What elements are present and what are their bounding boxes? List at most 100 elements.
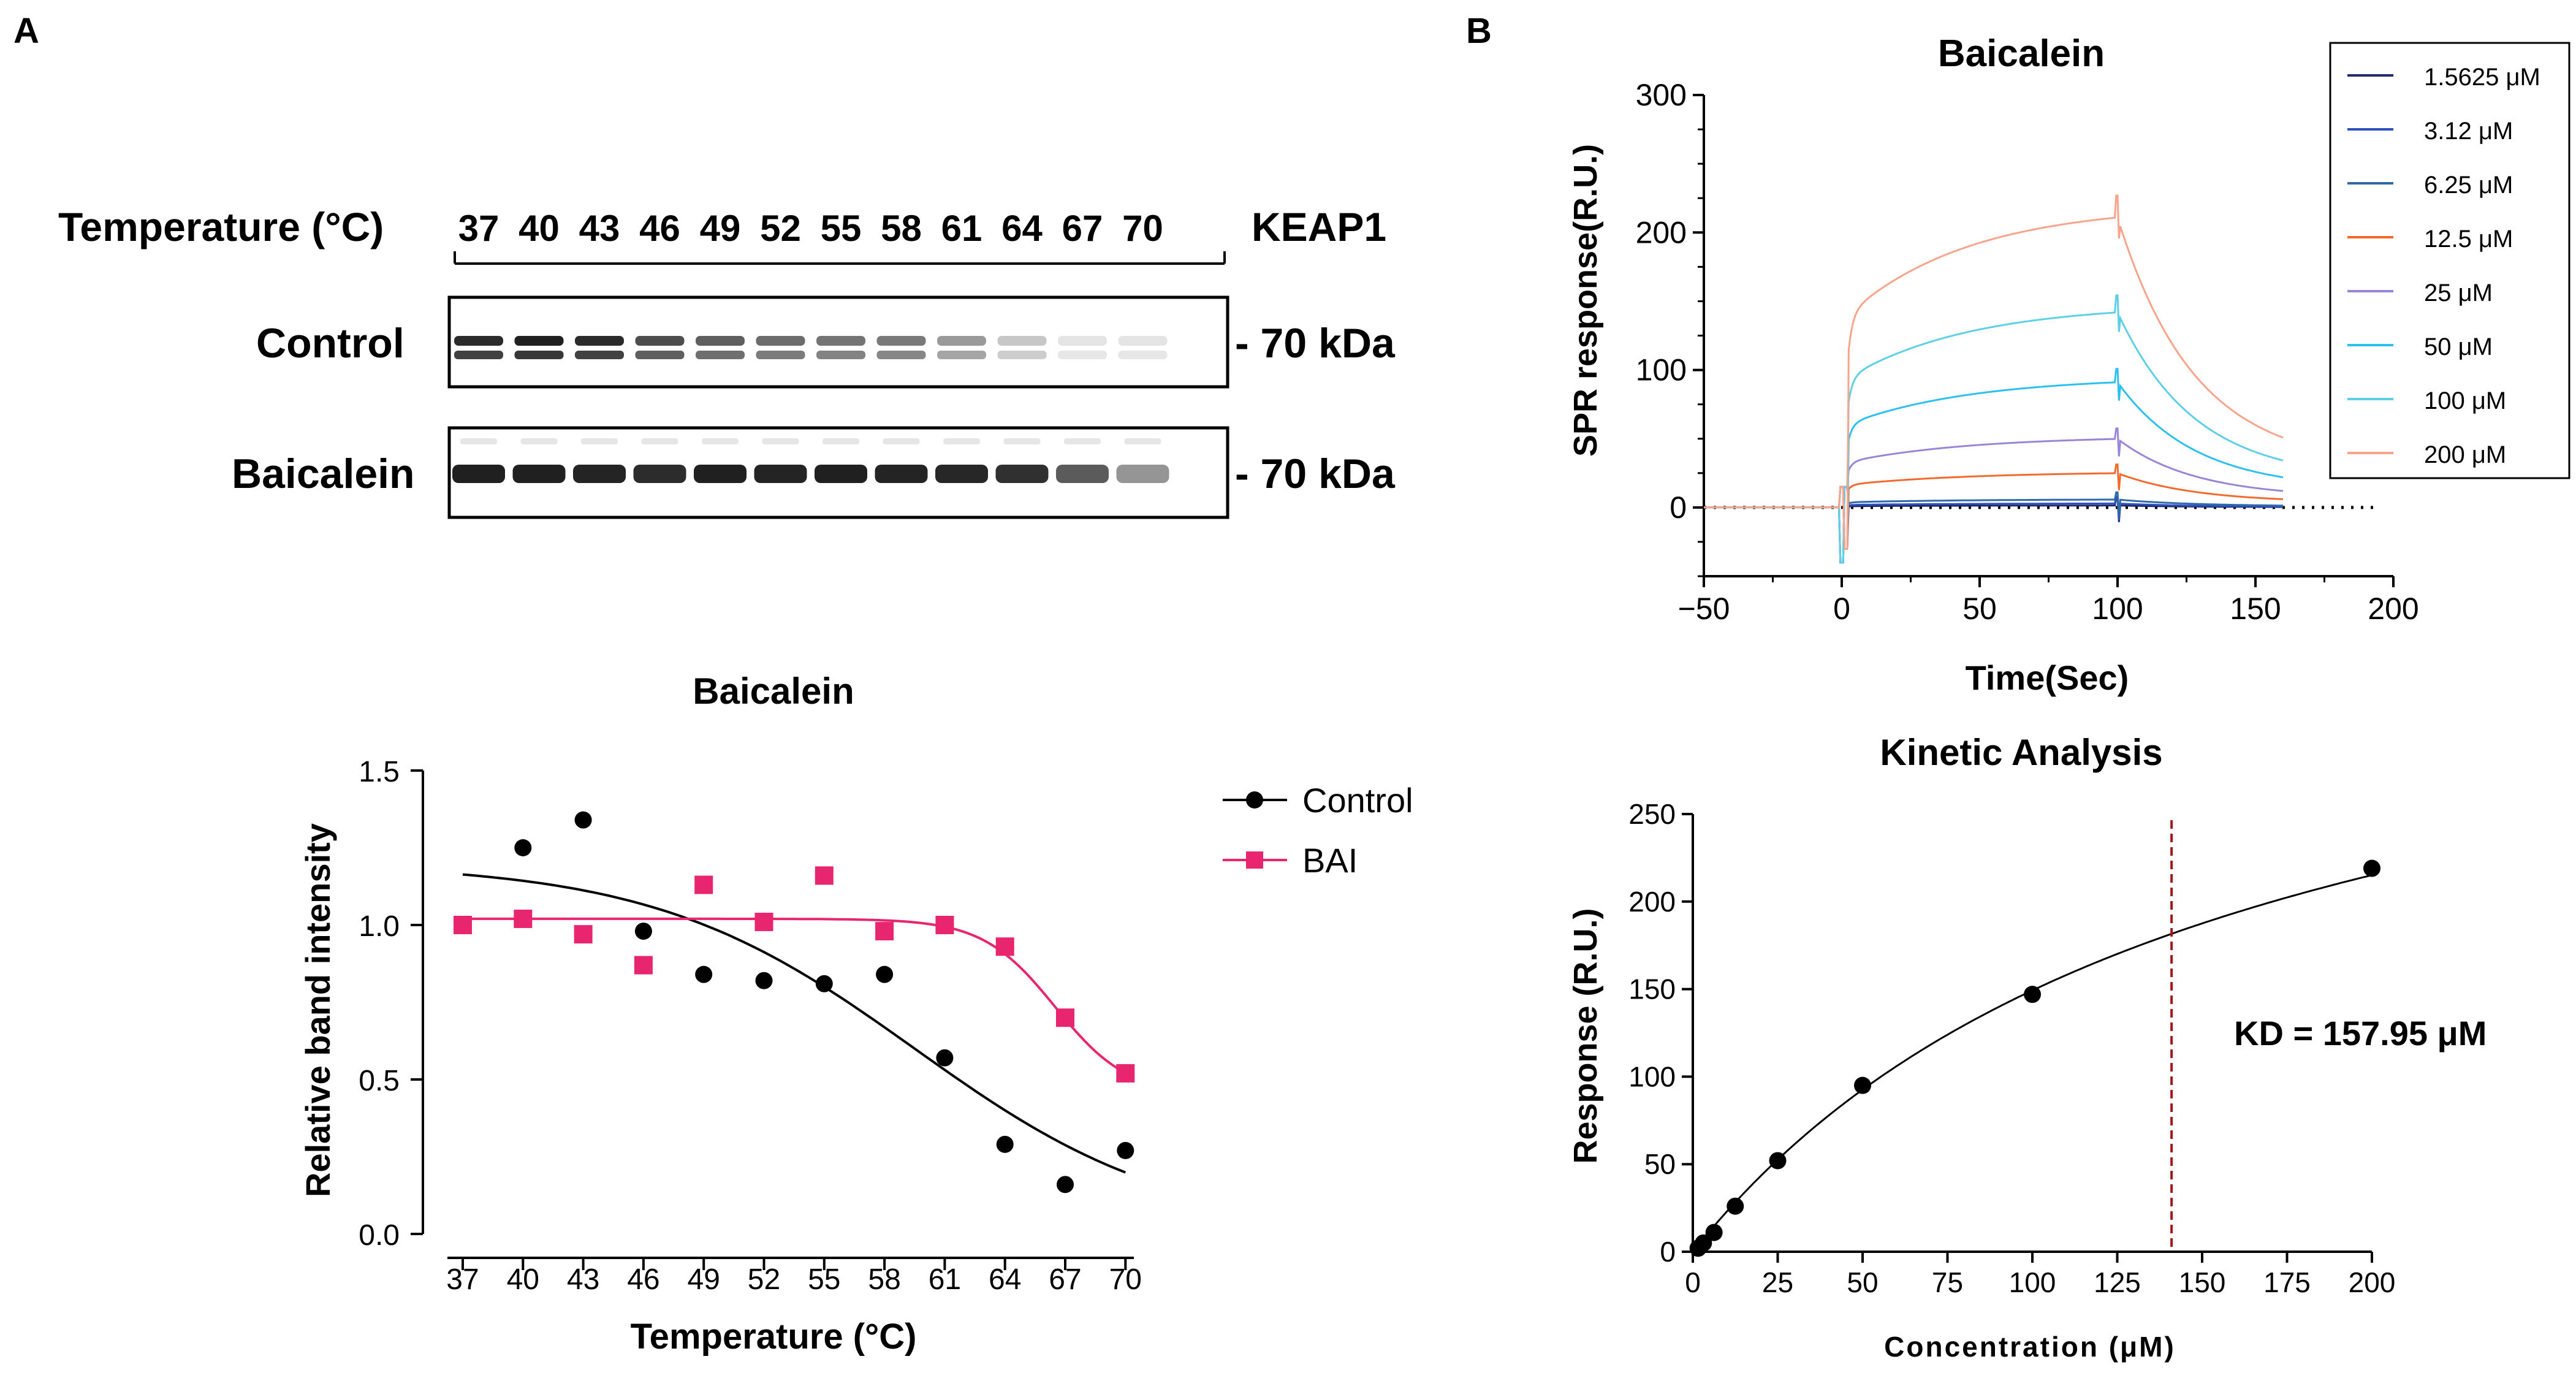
wb-band-baicalein	[935, 465, 988, 483]
kinetic-point	[1769, 1152, 1787, 1170]
cetsa-points	[454, 811, 1135, 1193]
spr-y-tick-label: 100	[1636, 353, 1687, 387]
spr-curve	[1704, 485, 2283, 564]
kinetic-annotation: KD = 157.95 μM	[2234, 1014, 2487, 1053]
wb-band-control-lower	[696, 351, 745, 359]
spr-legend-label: 25 μM	[2424, 280, 2493, 306]
cetsa-legend: Control BAI	[1223, 781, 1413, 880]
wb-faint-band-baicalein	[943, 438, 980, 444]
kinetic-y-tick-label: 150	[1628, 973, 1676, 1005]
cetsa-point-bai	[634, 956, 653, 975]
wb-band-control-upper	[1118, 336, 1168, 346]
spr-legend-box	[2329, 42, 2570, 479]
cetsa-point-bai	[574, 925, 593, 944]
spr-axes: 0 100 200 300 −50 0 50 100 150 200	[1636, 78, 2419, 626]
wb-band-baicalein	[694, 465, 747, 483]
wb-temperature-40: 40	[519, 208, 560, 249]
kinetic-x-tick-label: 100	[2009, 1266, 2056, 1298]
spr-curve	[1704, 485, 2283, 550]
cetsa-point-bai	[875, 922, 894, 941]
wb-band-control-upper	[997, 336, 1047, 346]
cetsa-point-bai	[995, 937, 1014, 956]
cetsa-x-tick-label: 49	[688, 1263, 720, 1296]
spr-y-tick-label: 0	[1670, 490, 1687, 525]
kinetic-point	[2363, 859, 2380, 877]
wb-temperature-61: 61	[941, 208, 982, 249]
cetsa-x-tick-label: 70	[1109, 1263, 1142, 1296]
wb-faint-band-baicalein	[823, 438, 859, 444]
wb-band-control-lower	[454, 351, 503, 359]
kinetic-axes: 0 50 100 150 200 250 0 25 50 75 100 125 150 175 200	[1628, 798, 2395, 1298]
cetsa-point-control	[996, 1135, 1014, 1153]
wb-bracket	[454, 251, 1226, 265]
kinetic-x-tick-label: 175	[2263, 1266, 2311, 1298]
wb-temperature-58: 58	[881, 208, 922, 249]
cetsa-point-bai	[1116, 1064, 1135, 1083]
cetsa-point-bai	[815, 866, 834, 885]
panel-label-a: A	[13, 11, 39, 51]
spr-legend-label: 3.12 μM	[2424, 118, 2513, 145]
cetsa-point-bai	[454, 916, 472, 934]
kinetic-point	[2024, 986, 2041, 1003]
cetsa-legend-bai-label: BAI	[1302, 841, 1358, 880]
wb-band-control-upper	[876, 336, 926, 346]
wb-faint-band-baicalein	[1064, 438, 1101, 444]
cetsa-x-tick-label: 64	[989, 1263, 1021, 1296]
spr-legend: 1.5625 μM 3.12 μM 6.25 μM 12.5 μM 25 μM 50 μM…	[2329, 42, 2570, 479]
spr-title: Baicalein	[1938, 32, 2105, 75]
cetsa-x-tick-label: 43	[567, 1263, 599, 1296]
wb-faint-band-baicalein	[641, 438, 678, 444]
cetsa-x-label: Temperature (°C)	[631, 1317, 917, 1357]
cetsa-y-label: Relative band intensity	[298, 823, 337, 1197]
spr-y-tick-label: 200	[1636, 215, 1687, 249]
spr-x-tick-label: −50	[1678, 592, 1730, 626]
cetsa-x-tick-label: 58	[868, 1263, 900, 1296]
kinetic-x-tick-label: 125	[2094, 1266, 2141, 1298]
spr-curve	[1704, 368, 2284, 550]
cetsa-y-tick-label: 1.0	[359, 910, 400, 943]
kinetic-x-tick-label: 150	[2179, 1266, 2226, 1298]
cetsa-point-control	[876, 965, 894, 983]
cetsa-y-tick-label: 0.5	[359, 1065, 400, 1097]
cetsa-axes: 0.0 0.5 1.0 1.5 37 40 43 46 49 52 55 58 61 64 67 70	[359, 756, 1142, 1296]
cetsa-point-control	[1117, 1141, 1134, 1159]
wb-temperature-46: 46	[639, 208, 680, 249]
spr-legend-label: 12.5 μM	[2424, 226, 2513, 253]
wb-band-baicalein	[815, 465, 867, 483]
spr-legend-label: 200 μM	[2424, 441, 2506, 468]
cetsa-point-control	[815, 975, 833, 992]
wb-band-control-upper	[1058, 336, 1107, 346]
cetsa-title: Baicalein	[693, 671, 854, 712]
kinetic-point	[1727, 1197, 1744, 1215]
wb-faint-band-baicalein	[883, 438, 920, 444]
wb-marker-control: - 70 kDa	[1235, 320, 1396, 367]
cetsa-x-tick-label: 52	[748, 1263, 780, 1296]
wb-band-baicalein	[754, 465, 807, 483]
kinetic-point	[1695, 1234, 1712, 1252]
wb-bands	[452, 336, 1169, 483]
wb-marker-baicalein: - 70 kDa	[1235, 451, 1396, 497]
wb-temperature-37: 37	[458, 208, 500, 249]
wb-band-baicalein	[512, 465, 566, 483]
wb-band-control-lower	[635, 351, 685, 359]
wb-band-control-lower	[937, 351, 986, 359]
wb-faint-band-baicalein	[1124, 438, 1161, 444]
cetsa-chart: Baicalein 0.0 0.5 1.0 1.5 37 40 43 46 49 52 55 58 61…	[298, 671, 1413, 1357]
spr-curve	[1704, 194, 2284, 550]
cetsa-fit-curves	[462, 873, 1127, 1174]
cetsa-x-tick-label: 37	[446, 1263, 479, 1296]
cetsa-point-bai	[935, 916, 954, 934]
spr-x-tick-label: 0	[1833, 592, 1850, 626]
wb-temperature-row: 37 40 43 46 49 52 55 58 61 64 67 70	[458, 208, 1163, 249]
cetsa-point-control	[695, 965, 713, 983]
wb-faint-band-baicalein	[702, 438, 739, 444]
wb-band-baicalein	[1056, 465, 1109, 483]
kinetic-x-label: Concentration (μM)	[1884, 1331, 2176, 1363]
wb-band-control-lower	[514, 351, 564, 359]
wb-band-control-lower	[756, 351, 805, 359]
wb-band-control-lower	[997, 351, 1047, 359]
wb-temperature-55: 55	[821, 208, 862, 249]
wb-band-baicalein	[1116, 465, 1169, 483]
wb-band-control-upper	[575, 336, 624, 346]
